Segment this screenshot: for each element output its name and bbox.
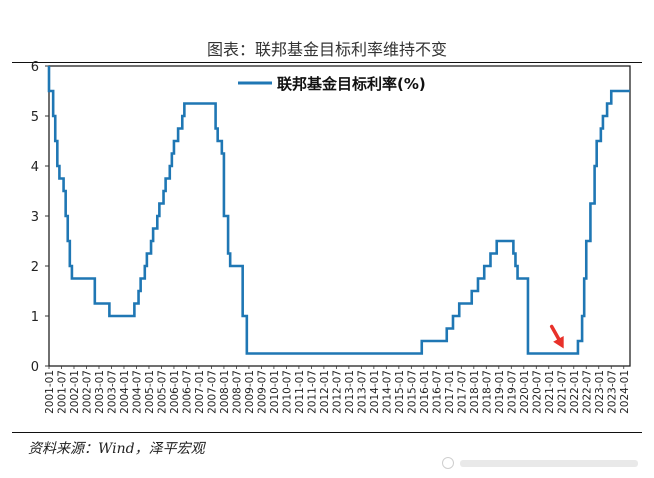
bottom-rule <box>12 432 642 433</box>
y-tick-label: 1 <box>31 310 39 325</box>
x-tick-label: 2006-01 <box>169 370 181 414</box>
x-axis: 2001-01 2001-07 2002-01 2002-07 2003-01 2003-… <box>44 366 631 414</box>
x-tick-label: 2011-07 <box>306 370 318 414</box>
x-tick-label: 2017-01 <box>444 370 456 414</box>
x-tick-label: 2005-07 <box>156 370 168 414</box>
x-tick-label: 2002-01 <box>69 370 81 414</box>
y-tick-label: 6 <box>31 60 39 75</box>
x-tick-label: 2015-07 <box>406 370 418 414</box>
x-tick-label: 2010-01 <box>269 370 281 414</box>
source-note: 资料来源：Wind，泽平宏观 <box>28 441 205 457</box>
y-tick-label: 3 <box>31 210 39 225</box>
x-tick-label: 2023-01 <box>594 370 606 414</box>
x-tick-label: 2006-07 <box>181 370 193 414</box>
x-tick-label: 2003-07 <box>106 370 118 414</box>
x-tick-label: 2005-01 <box>144 370 156 414</box>
x-tick-label: 2020-07 <box>531 370 543 414</box>
series-layer <box>47 66 630 355</box>
x-tick-label: 2022-07 <box>581 370 593 414</box>
x-tick-label: 2020-01 <box>519 370 531 414</box>
x-tick-label: 2023-07 <box>606 370 618 414</box>
x-tick-label: 2012-01 <box>319 370 331 414</box>
x-tick-label: 2016-01 <box>419 370 431 414</box>
x-tick-label: 2017-07 <box>456 370 468 414</box>
watermark-text <box>460 460 638 467</box>
x-tick-label: 2014-01 <box>369 370 381 414</box>
x-tick-label: 2012-07 <box>331 370 343 414</box>
watermark <box>442 456 642 470</box>
x-tick-label: 2014-07 <box>381 370 393 414</box>
x-tick-label: 2001-01 <box>44 370 56 414</box>
plot-frame <box>48 65 631 367</box>
annotation-layer <box>549 324 564 349</box>
x-tick-label: 2021-07 <box>556 370 568 414</box>
x-tick-label: 2019-01 <box>494 370 506 414</box>
x-tick-label: 2010-07 <box>281 370 293 414</box>
x-tick-label: 2022-01 <box>569 370 581 414</box>
x-tick-label: 2004-07 <box>131 370 143 414</box>
x-tick-label: 2009-07 <box>256 370 268 414</box>
x-tick-label: 2016-07 <box>431 370 443 414</box>
legend-label: 联邦基金目标利率(%) <box>277 75 426 93</box>
x-tick-label: 2011-01 <box>294 370 306 414</box>
x-tick-label: 2007-07 <box>206 370 218 414</box>
x-tick-label: 2024-01 <box>619 370 631 414</box>
x-tick-label: 2018-07 <box>481 370 493 414</box>
x-tick-label: 2003-01 <box>94 370 106 414</box>
x-tick-label: 2009-01 <box>244 370 256 414</box>
x-tick-label: 2015-01 <box>394 370 406 414</box>
plot-border <box>48 65 631 367</box>
x-tick-label: 2008-01 <box>219 370 231 414</box>
x-tick-label: 2008-07 <box>231 370 243 414</box>
x-tick-label: 2002-07 <box>81 370 93 414</box>
title-rule <box>12 62 642 63</box>
watermark-logo <box>442 457 454 469</box>
y-tick-label: 0 <box>31 360 39 375</box>
y-tick-label: 4 <box>31 160 39 175</box>
x-tick-label: 2019-07 <box>506 370 518 414</box>
series-line <box>47 66 630 355</box>
x-tick-label: 2021-01 <box>544 370 556 414</box>
legend: 联邦基金目标利率(%) <box>238 75 426 93</box>
x-tick-label: 2007-01 <box>194 370 206 414</box>
y-axis: 0 1 2 3 4 5 6 <box>31 60 49 375</box>
figure-title: 图表：联邦基金目标利率维持不变 <box>206 40 447 59</box>
x-tick-label: 2013-01 <box>344 370 356 414</box>
annotation-arrow-head <box>553 335 564 349</box>
x-tick-label: 2018-01 <box>469 370 481 414</box>
y-tick-label: 2 <box>31 260 39 275</box>
x-tick-label: 2001-07 <box>56 370 68 414</box>
x-tick-label: 2004-01 <box>119 370 131 414</box>
y-tick-label: 5 <box>31 110 39 125</box>
x-tick-label: 2013-07 <box>356 370 368 414</box>
